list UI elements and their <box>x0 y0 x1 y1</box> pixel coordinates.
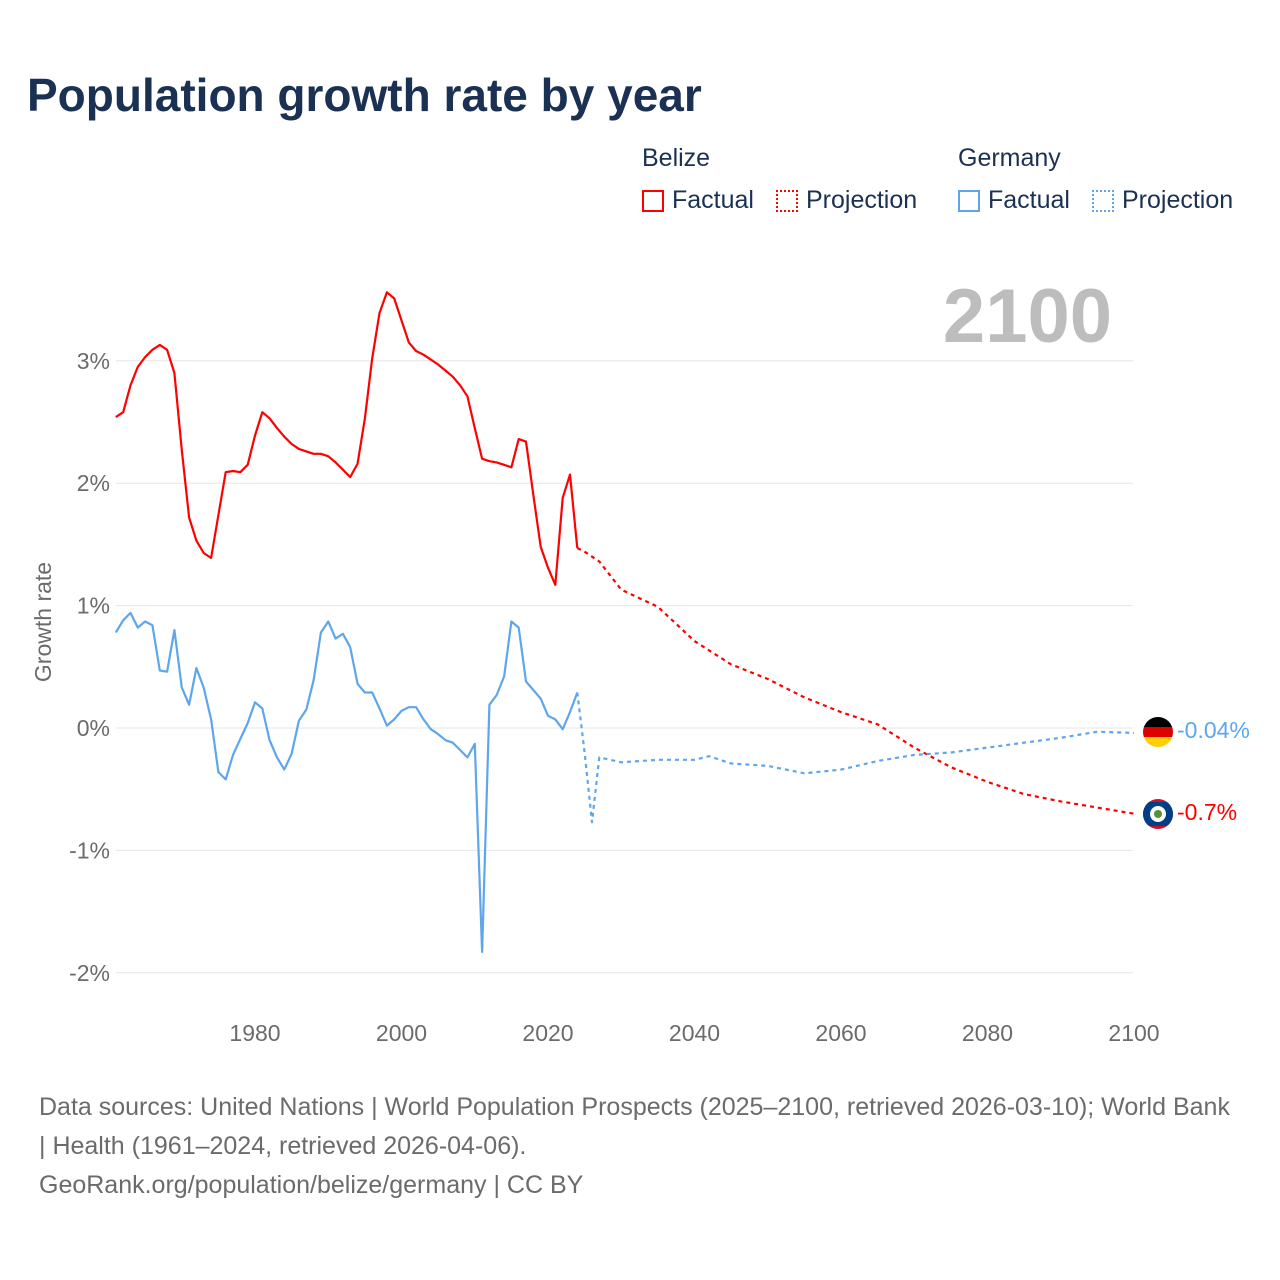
legend-belize-projection[interactable]: Projection <box>776 186 917 215</box>
x-tick-label: 2020 <box>522 1020 573 1046</box>
y-tick-label: -1% <box>69 837 110 863</box>
y-axis-label: Growth rate <box>30 562 56 682</box>
x-tick-label: 2100 <box>1108 1020 1159 1046</box>
legend-swatch-dotted <box>1092 189 1114 212</box>
x-tick-label: 2080 <box>962 1020 1013 1046</box>
germany-flag-icon <box>1143 717 1173 747</box>
chart-title: Population growth rate by year <box>27 69 702 121</box>
legend-label: Factual <box>672 186 754 214</box>
series-line-belize-factual <box>115 291 579 586</box>
legend-group-belize: Belize <box>642 144 711 172</box>
legend-label: Projection <box>806 186 918 214</box>
legend-germany-projection[interactable]: Projection <box>1092 186 1233 215</box>
sources-link[interactable]: GeoRank.org/population/belize/germany | … <box>39 1171 584 1199</box>
legend-swatch-solid <box>958 189 980 212</box>
legend-label: Projection <box>1122 186 1234 214</box>
sources: Data sources: United Nations | World Pop… <box>39 1088 1239 1205</box>
legend-swatch-solid <box>642 189 664 212</box>
series-line-germany-factual <box>114 611 579 954</box>
year-label: 2100 <box>943 274 1112 359</box>
germany-end-label: -0.04% <box>1177 717 1250 743</box>
legend-germany-factual[interactable]: Factual <box>958 186 1070 215</box>
y-tick-label: -2% <box>69 960 110 986</box>
x-tick-label: 2060 <box>815 1020 866 1046</box>
legend-belize-factual[interactable]: Factual <box>642 186 754 215</box>
belize-end-label: -0.7% <box>1177 799 1237 825</box>
x-tick-label: 2040 <box>669 1020 720 1046</box>
x-tick-label: 1980 <box>229 1020 280 1046</box>
legend-swatch-dotted <box>776 189 798 212</box>
y-tick-label: 0% <box>77 715 110 741</box>
x-tick-label: 2000 <box>376 1020 427 1046</box>
legend-group-germany: Germany <box>958 144 1061 172</box>
y-tick-label: 2% <box>77 470 110 496</box>
legend-label: Factual <box>988 186 1070 214</box>
y-tick-label: 1% <box>77 593 110 619</box>
y-tick-label: 3% <box>77 348 110 374</box>
series-line-belize-projection <box>576 547 1135 815</box>
sources-text: Data sources: United Nations | World Pop… <box>39 1093 1230 1160</box>
series-line-germany-projection <box>576 692 1135 824</box>
belize-flag-icon <box>1143 799 1173 829</box>
